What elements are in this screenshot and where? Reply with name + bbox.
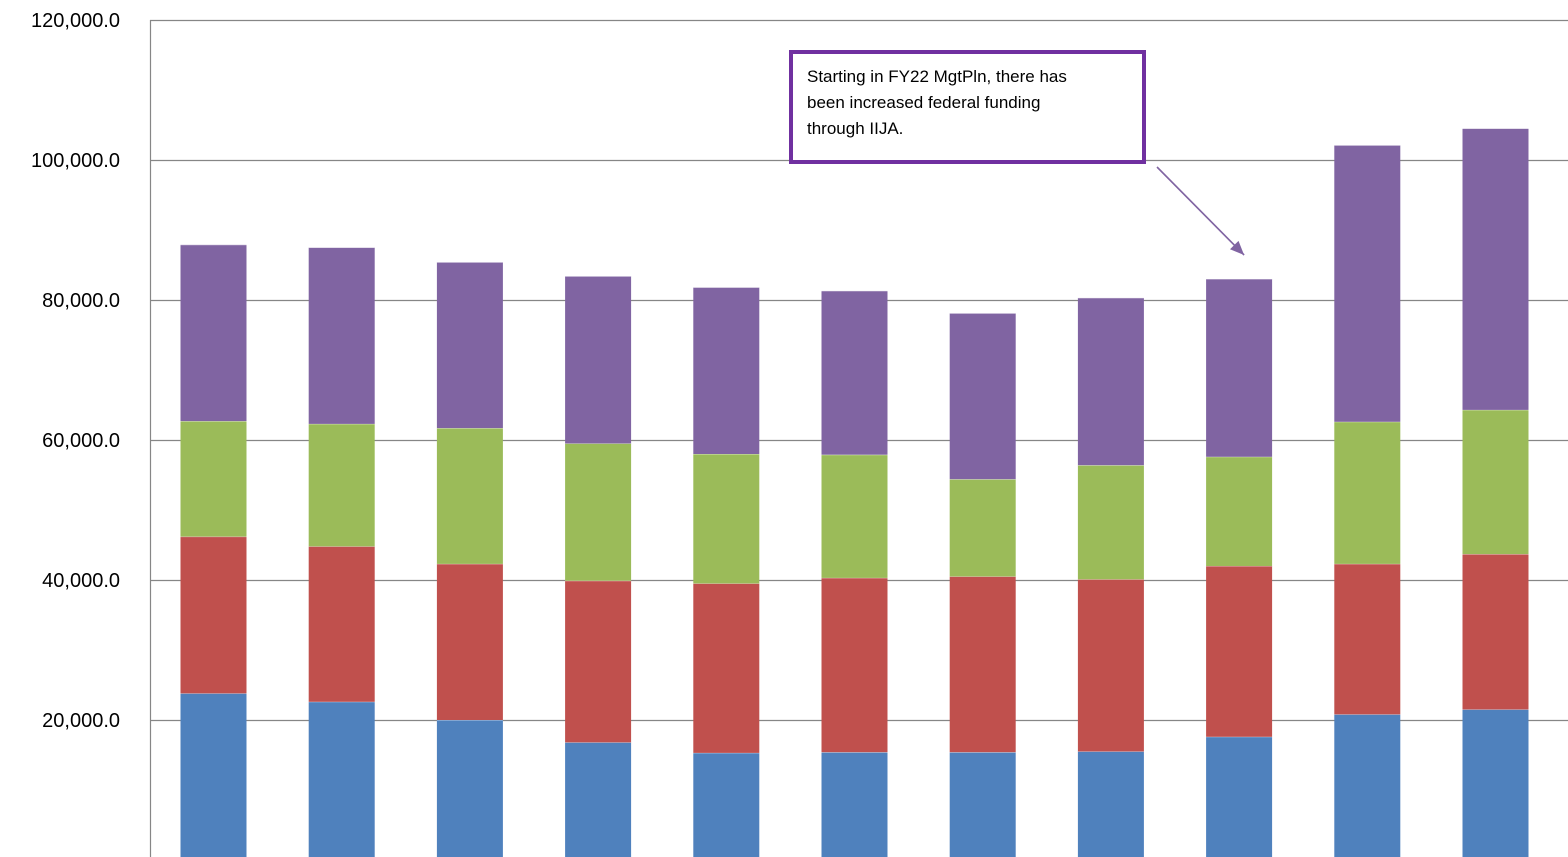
bar-segment-s1-c3 <box>565 580 632 743</box>
bar-segment-s3-c4 <box>693 287 760 454</box>
bar-segment-s2-c10 <box>1462 409 1529 555</box>
bar-segment-s0-c5 <box>821 752 888 857</box>
y-tick-label: 120,000.0 <box>31 10 120 32</box>
bar-segment-s1-c7 <box>1077 579 1144 752</box>
bar-segment-s2-c0 <box>180 421 247 537</box>
bar-segment-s3-c3 <box>565 276 632 444</box>
y-tick-labels: 20,000.0 40,000.0 60,000.0 80,000.0 100,000.… <box>31 10 120 732</box>
bar-segment-s3-c5 <box>821 290 888 455</box>
bar-segment-s1-c10 <box>1462 554 1529 710</box>
bar-segment-s2-c6 <box>949 479 1016 577</box>
bar-segment-s3-c2 <box>436 262 503 429</box>
annotation-box <box>789 50 1146 164</box>
bars <box>180 128 1529 857</box>
bar-segment-s2-c9 <box>1334 421 1401 564</box>
bar-segment-s3-c8 <box>1206 279 1273 457</box>
y-tick-label: 80,000.0 <box>42 290 120 312</box>
bar-segment-s1-c2 <box>436 563 503 720</box>
bar-segment-s1-c1 <box>308 546 375 702</box>
bar-segment-s2-c3 <box>565 443 632 581</box>
annotation-arrow-head <box>1229 240 1245 255</box>
bar-segment-s3-c0 <box>180 244 247 422</box>
bar-segment-s1-c6 <box>949 576 1016 753</box>
annotation-text: Starting in FY22 MgtPln, there has been … <box>807 67 1067 138</box>
bar-segment-s2-c7 <box>1077 465 1144 580</box>
bar-segment-s2-c8 <box>1206 456 1273 566</box>
bar-segment-s0-c6 <box>949 752 1016 857</box>
bar-segment-s3-c9 <box>1334 145 1401 422</box>
bar-segment-s0-c0 <box>180 693 247 857</box>
bar-segment-s3-c1 <box>308 247 375 424</box>
bar-segment-s1-c5 <box>821 577 888 753</box>
bar-segment-s0-c3 <box>565 742 632 857</box>
bar-segment-s2-c5 <box>821 454 888 578</box>
bar-segment-s2-c4 <box>693 454 760 584</box>
bar-segment-s2-c1 <box>308 423 375 547</box>
y-tick-label: 40,000.0 <box>42 570 120 592</box>
bar-segment-s0-c2 <box>436 720 503 857</box>
bar-segment-s1-c0 <box>180 536 247 694</box>
annotation: Starting in FY22 MgtPln, there has been … <box>789 50 1245 256</box>
y-tick-label: 60,000.0 <box>42 430 120 452</box>
bar-segment-s3-c7 <box>1077 297 1144 466</box>
bar-segment-s1-c9 <box>1334 563 1401 715</box>
bar-segment-s1-c8 <box>1206 566 1273 737</box>
bar-segment-s3-c10 <box>1462 128 1529 410</box>
annotation-arrow-line <box>1156 166 1245 256</box>
y-tick-label: 20,000.0 <box>42 710 120 732</box>
annotation-text-container: Starting in FY22 MgtPln, there has been … <box>807 67 1067 138</box>
bar-segment-s1-c4 <box>693 583 760 753</box>
bar-segment-s0-c1 <box>308 701 375 857</box>
y-tick-label: 100,000.0 <box>31 150 120 172</box>
bar-segment-s0-c8 <box>1206 736 1273 857</box>
bar-segment-s0-c10 <box>1462 709 1529 857</box>
bar-segment-s0-c7 <box>1077 751 1144 857</box>
bar-segment-s3-c6 <box>949 313 1016 480</box>
bar-segment-s0-c4 <box>693 752 760 857</box>
bar-segment-s0-c9 <box>1334 714 1401 857</box>
bar-segment-s2-c2 <box>436 428 503 564</box>
